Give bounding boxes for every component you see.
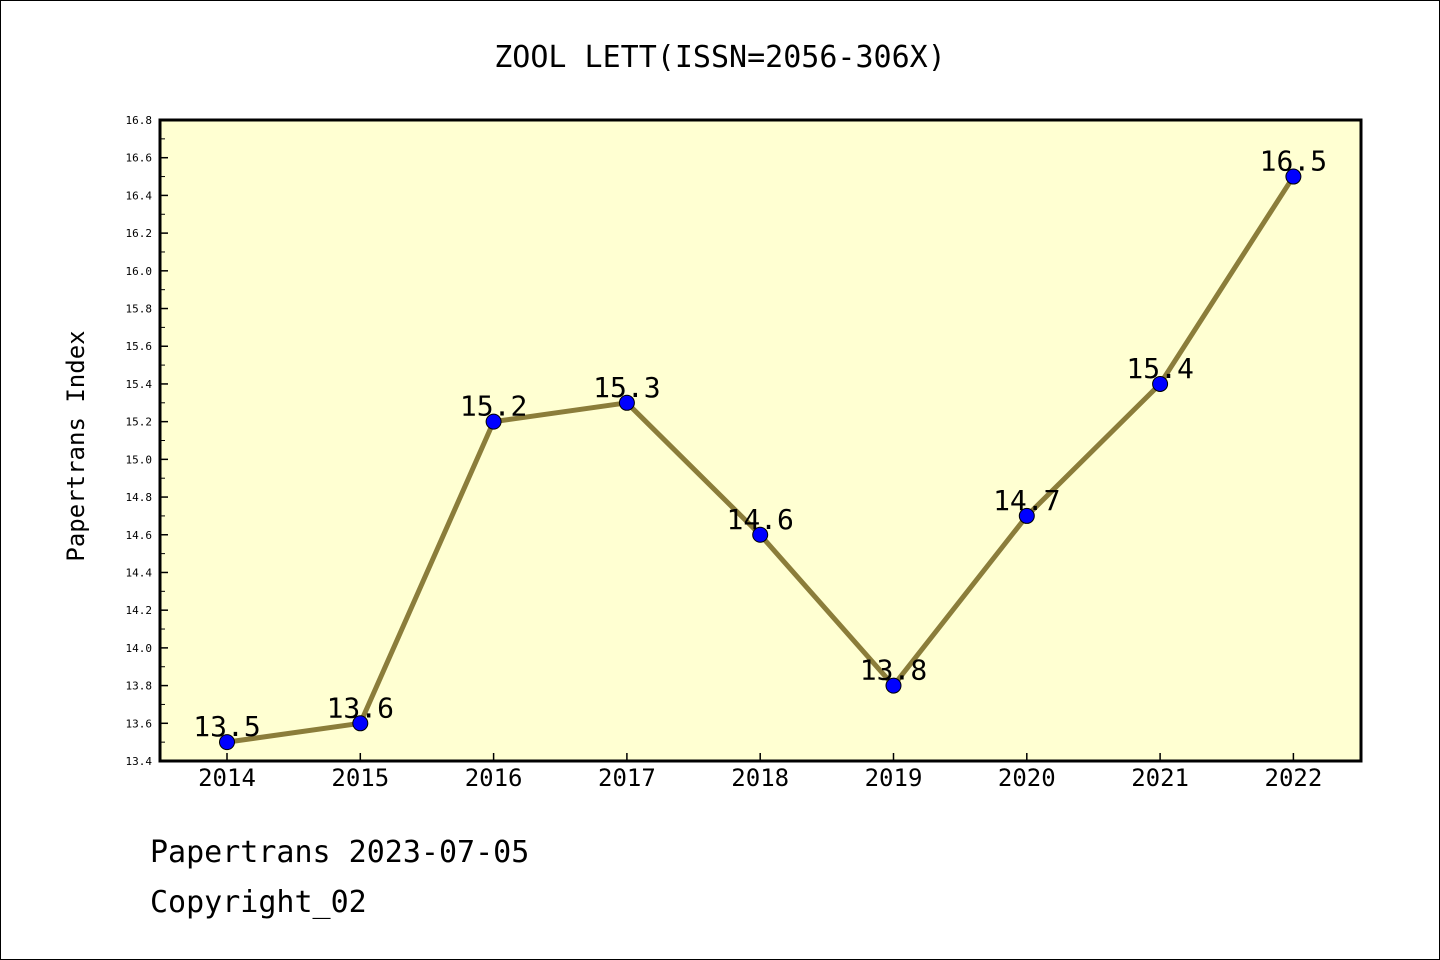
y-tick-label: 16.4 <box>126 189 153 202</box>
data-point <box>219 734 235 751</box>
data-point <box>885 677 902 694</box>
y-tick-label: 15.2 <box>126 416 153 429</box>
y-tick-label: 14.4 <box>126 566 153 579</box>
plot-area <box>160 120 1361 761</box>
plot-border <box>158 118 1363 763</box>
x-tick-label: 2018 <box>731 764 789 792</box>
x-tick-label: 2020 <box>998 764 1056 792</box>
data-label: 13.8 <box>860 654 927 687</box>
data-label: 13.5 <box>193 710 260 743</box>
y-tick-label: 14.0 <box>126 642 153 655</box>
data-labels: 13.5 13.6 15.2 15.3 14.6 13.8 14.7 15.4 16.5 <box>193 145 1327 744</box>
y-tick-label: 15.8 <box>126 303 153 316</box>
y-tick-label: 16.8 <box>126 114 153 127</box>
y-tick-label: 15.0 <box>126 453 153 466</box>
data-label: 14.6 <box>726 503 793 536</box>
chart-title: ZOOL LETT(ISSN=2056-306X) <box>494 40 946 75</box>
x-tick-label: 2021 <box>1131 764 1189 792</box>
x-axis: 2014 2015 2016 2017 2018 2019 2020 2021 2022 <box>198 753 1322 792</box>
x-tick-label: 2016 <box>465 764 523 792</box>
y-tick-label: 13.4 <box>126 755 153 768</box>
data-label: 15.3 <box>593 371 660 404</box>
y-tick-label: 13.8 <box>126 680 153 693</box>
data-point <box>752 526 769 543</box>
data-point <box>1285 168 1302 185</box>
footer-copyright: Copyright_02 <box>150 885 367 920</box>
data-label: 13.6 <box>327 691 394 724</box>
y-axis-label: Papertrans Index <box>62 330 90 561</box>
x-tick-label: 2019 <box>865 764 923 792</box>
y-tick-label: 16.6 <box>126 152 153 165</box>
y-tick-label: 16.0 <box>126 265 153 278</box>
y-tick-label: 15.4 <box>126 378 153 391</box>
y-tick-label: 15.6 <box>126 340 153 353</box>
y-tick-label: 14.6 <box>126 529 153 542</box>
data-point <box>1018 507 1035 524</box>
footer-date: Papertrans 2023-07-05 <box>150 835 530 870</box>
data-point <box>352 715 369 732</box>
x-tick-label: 2022 <box>1265 764 1323 792</box>
y-tick-label: 14.8 <box>126 491 153 504</box>
y-tick-label: 14.2 <box>126 604 153 617</box>
data-label: 15.2 <box>460 390 527 423</box>
data-label: 16.5 <box>1260 145 1327 178</box>
data-label: 15.4 <box>1126 352 1193 385</box>
data-point <box>485 413 502 430</box>
x-tick-label: 2017 <box>598 764 656 792</box>
y-tick-label: 16.2 <box>126 227 153 240</box>
data-label: 14.7 <box>993 484 1060 517</box>
data-point <box>1152 375 1169 392</box>
x-tick-label: 2014 <box>198 764 256 792</box>
data-markers <box>219 168 1302 751</box>
x-tick-label: 2015 <box>331 764 389 792</box>
y-tick-label: 13.6 <box>126 717 153 730</box>
data-point <box>618 394 635 411</box>
